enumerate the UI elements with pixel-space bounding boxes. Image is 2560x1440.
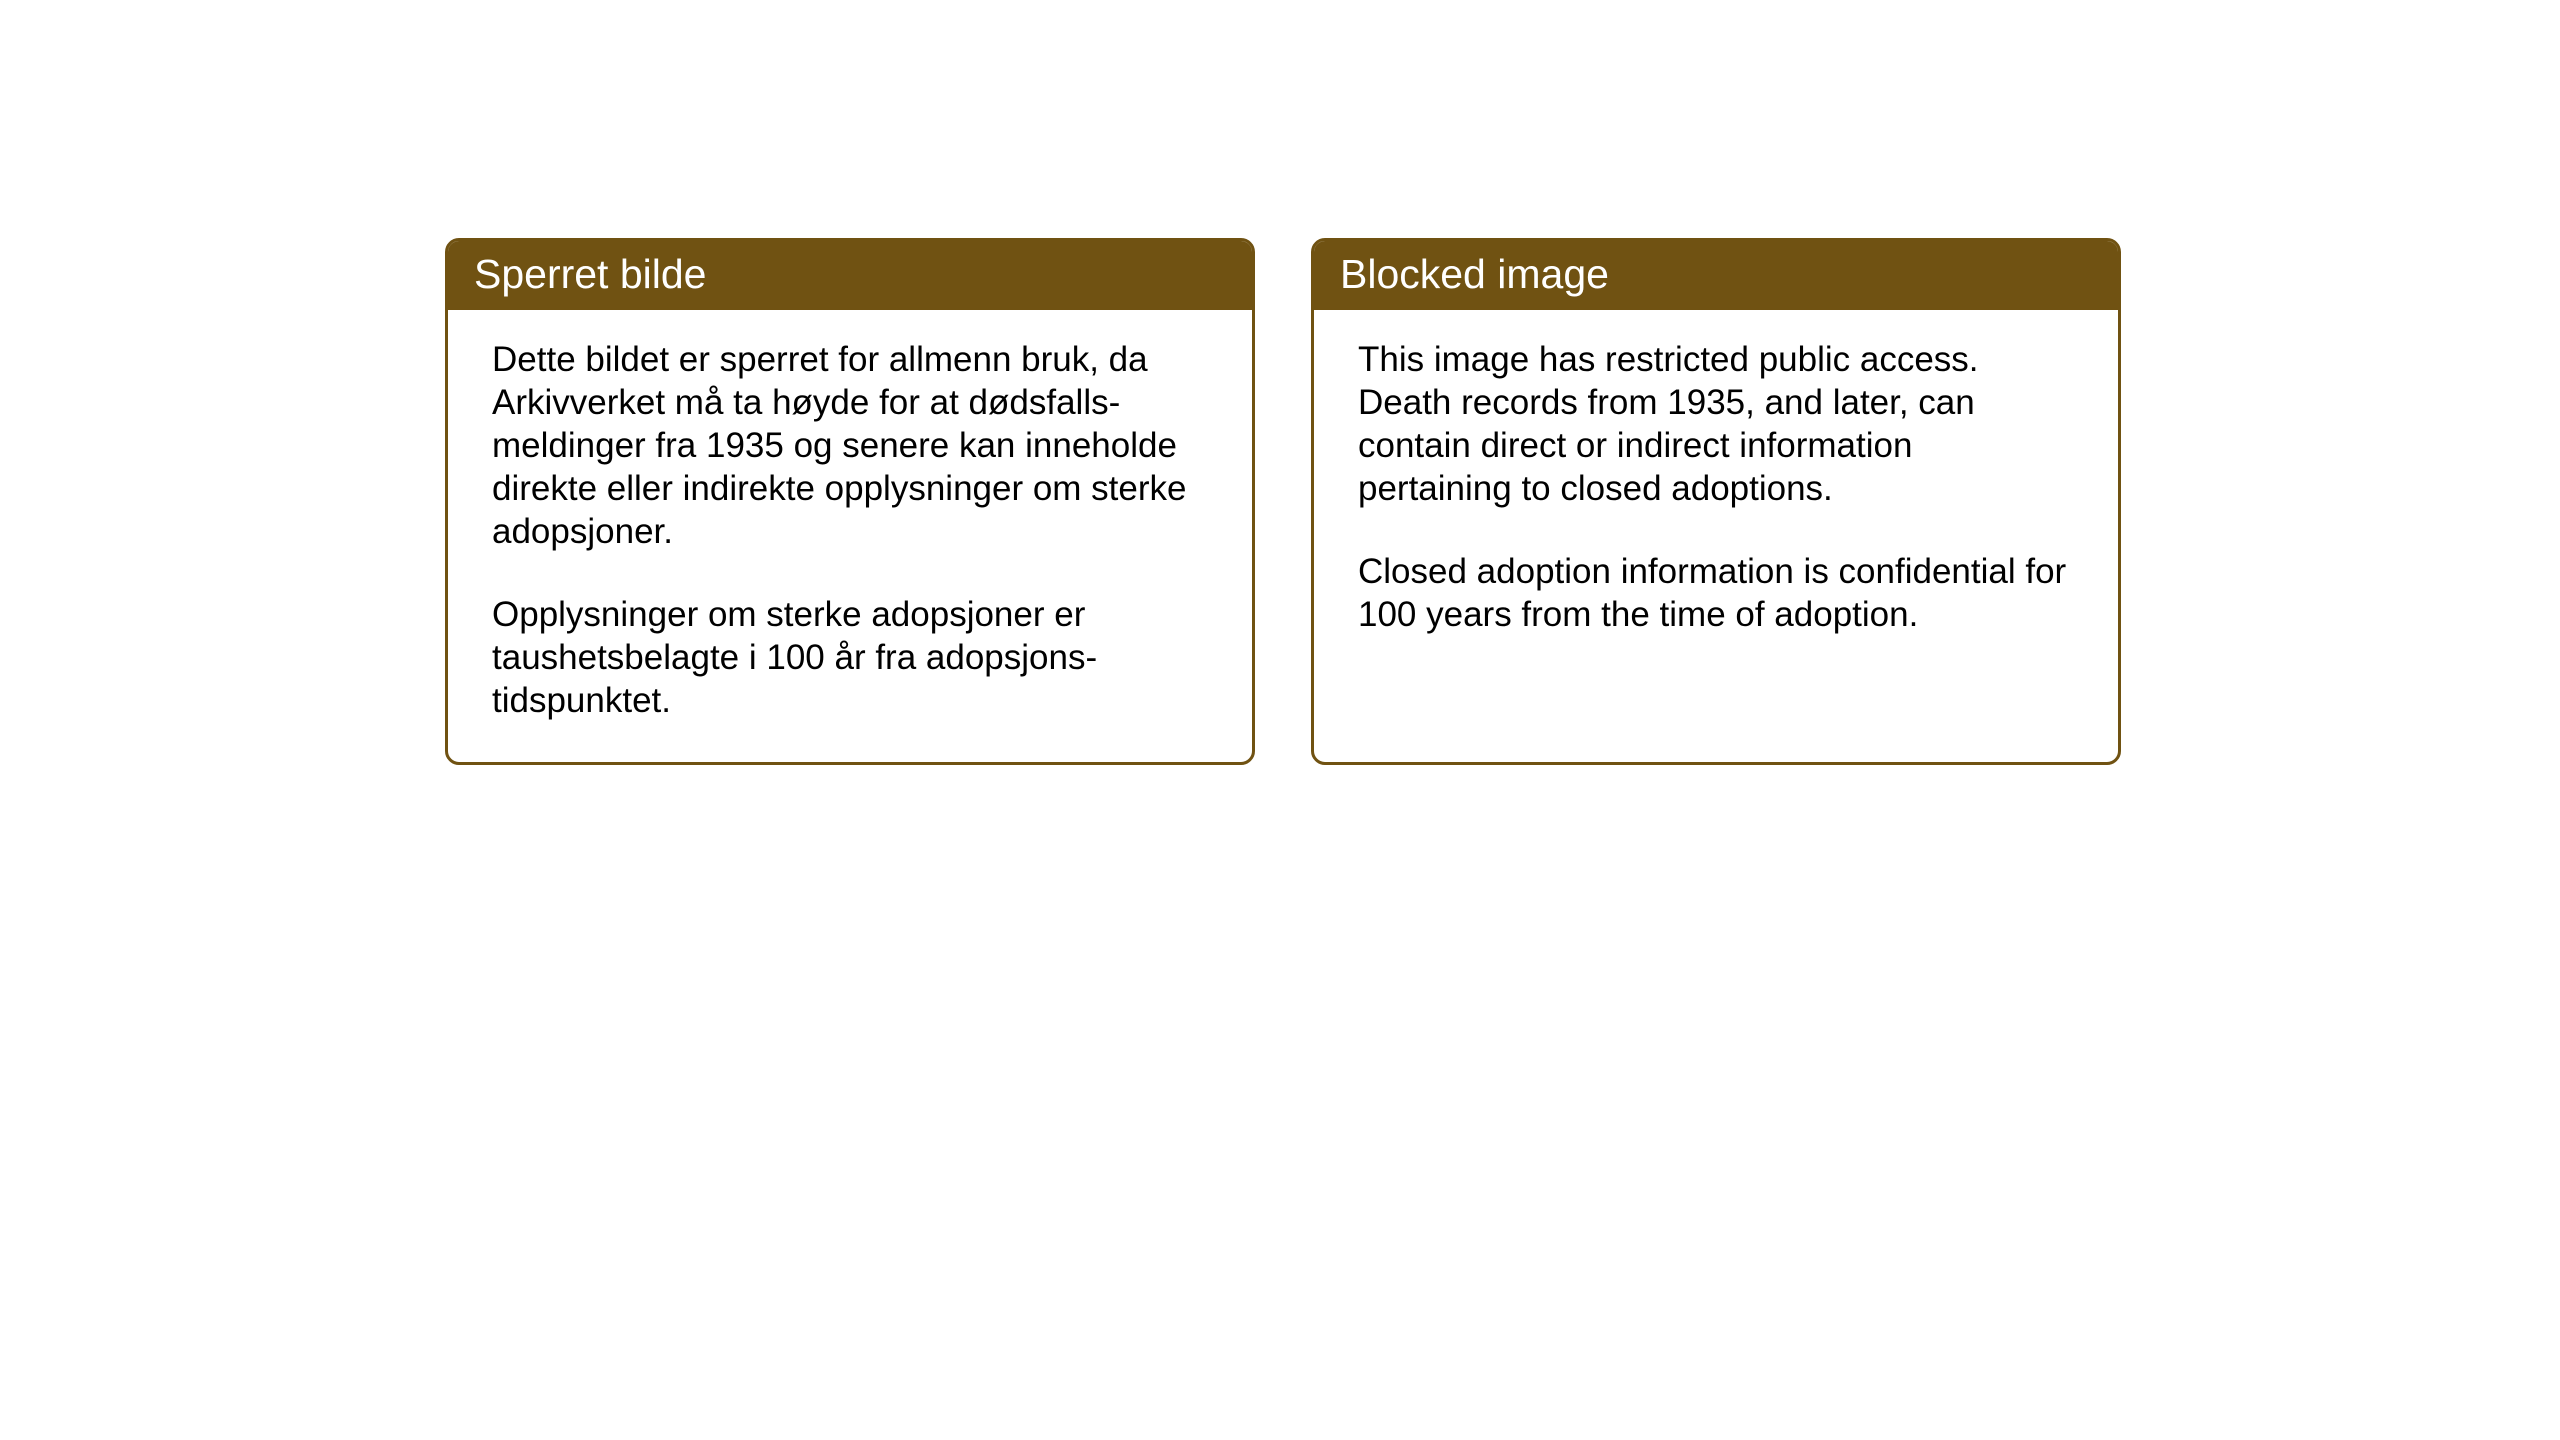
notice-container: Sperret bilde Dette bildet er sperret fo…: [445, 238, 2121, 765]
norwegian-notice-body: Dette bildet er sperret for allmenn bruk…: [448, 310, 1252, 762]
english-notice-box: Blocked image This image has restricted …: [1311, 238, 2121, 765]
norwegian-notice-header: Sperret bilde: [448, 241, 1252, 310]
english-notice-body: This image has restricted public access.…: [1314, 310, 2118, 740]
norwegian-paragraph-1: Dette bildet er sperret for allmenn bruk…: [492, 338, 1208, 553]
norwegian-notice-box: Sperret bilde Dette bildet er sperret fo…: [445, 238, 1255, 765]
english-paragraph-2: Closed adoption information is confident…: [1358, 550, 2074, 636]
norwegian-title: Sperret bilde: [474, 251, 706, 297]
english-paragraph-1: This image has restricted public access.…: [1358, 338, 2074, 510]
english-title: Blocked image: [1340, 251, 1609, 297]
english-notice-header: Blocked image: [1314, 241, 2118, 310]
norwegian-paragraph-2: Opplysninger om sterke adopsjoner er tau…: [492, 593, 1208, 722]
